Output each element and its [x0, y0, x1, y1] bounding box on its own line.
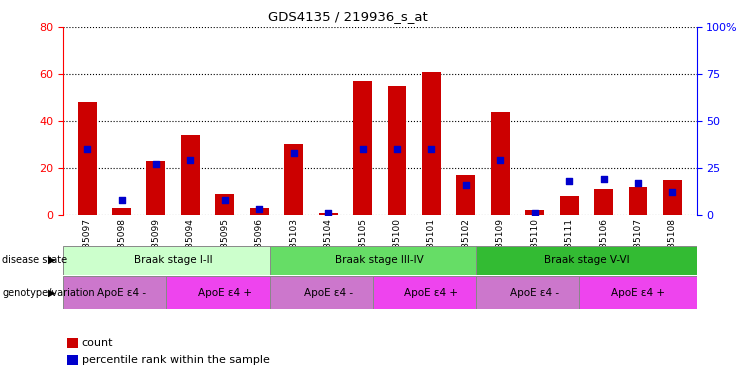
- Text: Braak stage V-VI: Braak stage V-VI: [544, 255, 629, 265]
- Bar: [525, 210, 544, 215]
- Text: Braak stage III-IV: Braak stage III-IV: [336, 255, 424, 265]
- Text: disease state: disease state: [2, 255, 67, 265]
- Bar: [476, 246, 697, 275]
- Bar: [112, 208, 131, 215]
- Point: [494, 157, 506, 164]
- Bar: [422, 71, 441, 215]
- Bar: [216, 194, 234, 215]
- Point: [253, 206, 265, 212]
- Point: [425, 146, 437, 152]
- Bar: [628, 187, 648, 215]
- Bar: [456, 175, 475, 215]
- Point: [391, 146, 403, 152]
- Point: [563, 178, 575, 184]
- Bar: [491, 112, 510, 215]
- Bar: [250, 208, 269, 215]
- Bar: [559, 196, 579, 215]
- Point: [356, 146, 368, 152]
- Bar: [388, 86, 407, 215]
- Bar: [373, 276, 490, 309]
- Point: [82, 146, 93, 152]
- Text: ApoE ε4 +: ApoE ε4 +: [611, 288, 665, 298]
- Bar: [594, 189, 613, 215]
- Text: ApoE ε4 +: ApoE ε4 +: [405, 288, 459, 298]
- Text: ▶: ▶: [48, 255, 56, 265]
- Bar: [663, 180, 682, 215]
- Point: [219, 197, 230, 203]
- Bar: [353, 81, 372, 215]
- Point: [460, 182, 472, 188]
- Text: Braak stage I-II: Braak stage I-II: [134, 255, 213, 265]
- Bar: [181, 135, 200, 215]
- Text: ApoE ε4 +: ApoE ε4 +: [198, 288, 252, 298]
- Bar: [63, 246, 283, 275]
- Bar: [78, 102, 96, 215]
- Text: ▶: ▶: [48, 288, 56, 298]
- Point: [529, 210, 541, 216]
- Text: count: count: [82, 338, 113, 348]
- Point: [322, 210, 334, 216]
- Bar: [285, 144, 303, 215]
- Point: [150, 161, 162, 167]
- Point: [288, 150, 299, 156]
- Bar: [63, 276, 180, 309]
- Point: [666, 189, 678, 195]
- Text: ApoE ε4 -: ApoE ε4 -: [97, 288, 146, 298]
- Bar: [476, 276, 594, 309]
- Bar: [270, 246, 490, 275]
- Text: ApoE ε4 -: ApoE ε4 -: [510, 288, 559, 298]
- Bar: [579, 276, 697, 309]
- Point: [632, 180, 644, 186]
- Point: [116, 197, 127, 203]
- Bar: [319, 213, 338, 215]
- Bar: [270, 276, 387, 309]
- Text: GDS4135 / 219936_s_at: GDS4135 / 219936_s_at: [268, 10, 428, 23]
- Text: ApoE ε4 -: ApoE ε4 -: [304, 288, 353, 298]
- Text: percentile rank within the sample: percentile rank within the sample: [82, 355, 270, 365]
- Bar: [147, 161, 165, 215]
- Bar: [166, 276, 283, 309]
- Point: [185, 157, 196, 164]
- Point: [598, 176, 610, 182]
- Text: genotype/variation: genotype/variation: [2, 288, 95, 298]
